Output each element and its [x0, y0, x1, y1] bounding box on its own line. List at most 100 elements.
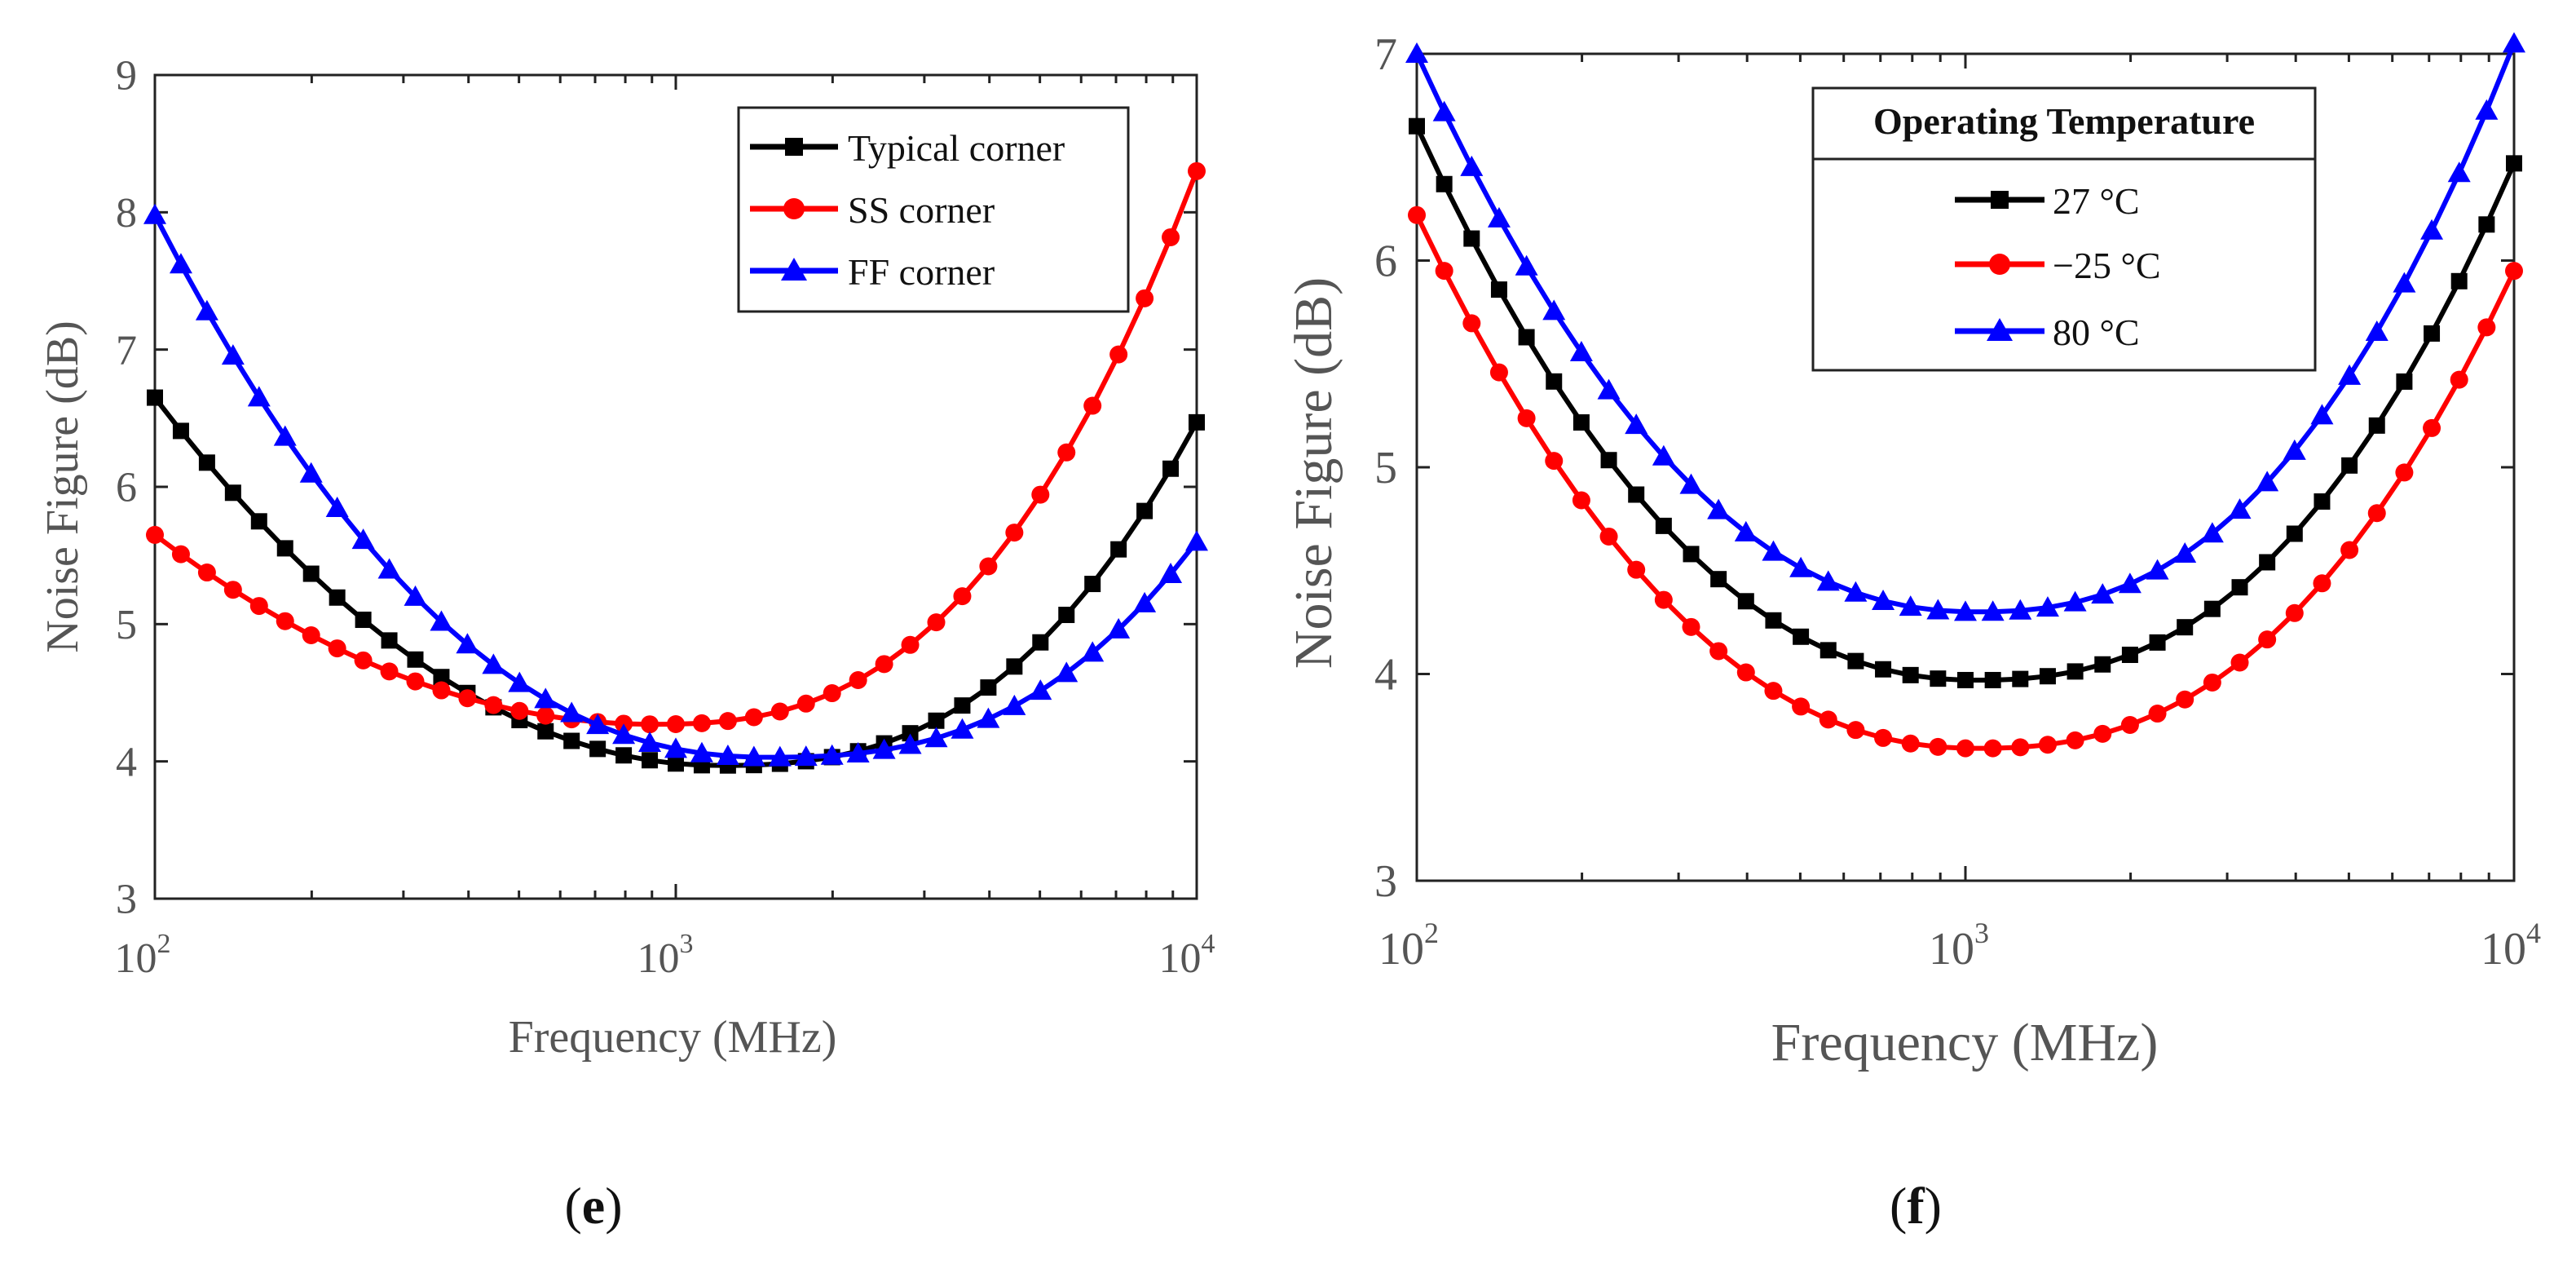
data-point	[2310, 404, 2334, 425]
data-point	[718, 712, 737, 731]
data-point	[169, 253, 192, 274]
data-point	[2338, 364, 2362, 385]
data-point	[534, 687, 558, 709]
data-point	[768, 745, 792, 767]
data-point	[1600, 452, 1617, 469]
x-tick-label: 102	[115, 929, 171, 982]
data-point	[690, 741, 713, 762]
data-point	[2149, 634, 2166, 651]
data-point	[2203, 673, 2221, 692]
y-tick-label: 4	[116, 739, 137, 785]
data-point	[927, 613, 946, 632]
data-point	[742, 745, 765, 767]
data-point	[2203, 600, 2221, 617]
legend-marker-triangle	[781, 258, 807, 281]
data-point	[2228, 498, 2252, 519]
axis-ticks	[153, 73, 1198, 900]
data-point	[1902, 666, 1919, 683]
data-point	[1081, 641, 1105, 662]
data-point	[2256, 471, 2279, 492]
y-tick-labels: 3 4 5 6 7	[1374, 29, 1397, 907]
data-point	[1926, 599, 1950, 620]
data-point	[638, 731, 662, 752]
y-tick-label: 3	[1374, 856, 1397, 907]
legend-marker-square	[785, 138, 803, 156]
series-25-c	[1408, 206, 2523, 758]
data-point	[2121, 646, 2138, 663]
data-point	[716, 745, 739, 766]
data-point	[249, 597, 268, 616]
data-point	[794, 745, 818, 767]
data-point	[302, 626, 320, 645]
data-point	[1110, 541, 1127, 558]
data-point	[1793, 628, 1810, 645]
y-tick-label: 5	[116, 602, 137, 648]
data-point	[2176, 690, 2194, 709]
data-point	[1816, 570, 1840, 591]
data-point	[1029, 679, 1052, 701]
legend-marker-circle	[783, 198, 805, 219]
legend: Typical corner SS corner FF corner	[737, 106, 1130, 313]
y-axis-label: Noise Figure (dB)	[1284, 277, 1343, 669]
data-point	[1185, 530, 1208, 551]
panel-label-e: (e)	[564, 1177, 622, 1235]
data-point	[563, 732, 580, 749]
data-point	[381, 632, 398, 649]
data-point	[1597, 378, 1621, 400]
data-point	[667, 715, 685, 734]
data-point	[1599, 527, 1618, 546]
legend-label: 80 °C	[2053, 312, 2140, 353]
data-point	[536, 706, 555, 725]
data-point	[1005, 524, 1024, 542]
data-point	[1625, 413, 1648, 435]
y-tick-label: 7	[116, 327, 137, 373]
data-point	[247, 386, 271, 407]
x-tick-label: 104	[2481, 917, 2541, 975]
data-point	[2094, 656, 2111, 673]
data-point	[875, 655, 893, 674]
data-point	[2009, 599, 2032, 620]
data-point	[325, 496, 349, 517]
data-point	[1159, 563, 1183, 584]
data-point	[2341, 457, 2358, 474]
data-point	[823, 684, 841, 703]
data-point	[1652, 444, 1675, 466]
x-tick-label: 102	[1378, 917, 1439, 975]
data-point	[146, 525, 164, 544]
data-point	[377, 558, 401, 579]
data-point	[2423, 418, 2441, 437]
data-point	[1405, 42, 1428, 63]
x-axis-label: Frequency (MHz)	[509, 1012, 837, 1063]
data-point	[1572, 491, 1590, 510]
data-point	[1954, 600, 1977, 621]
data-point	[2120, 716, 2139, 735]
data-point	[2503, 32, 2525, 53]
chart-panel-e: 3 4 5 6 7 8 9 102 103 104 Frequency (MHz) Nois…	[37, 53, 1215, 1235]
data-point	[770, 702, 789, 721]
y-tick-label: 7	[1374, 29, 1397, 80]
data-point	[2314, 493, 2331, 510]
legend-label: Typical corner	[848, 127, 1065, 169]
data-point	[2477, 318, 2496, 337]
data-point	[642, 752, 659, 769]
data-point	[1654, 590, 1673, 609]
data-point	[1515, 254, 1538, 276]
data-point	[1679, 473, 1703, 494]
data-point	[1107, 617, 1131, 639]
legend-marker-triangle	[1987, 318, 2013, 341]
legend-label: −25 °C	[2053, 245, 2161, 286]
data-point	[820, 744, 844, 765]
data-point	[1545, 452, 1564, 471]
data-point	[641, 715, 659, 734]
legend-entry-ff-corner: FF corner	[750, 251, 995, 293]
data-point	[2420, 219, 2444, 240]
data-point	[902, 725, 919, 742]
data-point	[954, 697, 971, 714]
data-point	[1899, 595, 1922, 617]
x-tick-label: 103	[637, 929, 694, 982]
y-tick-label: 5	[1374, 443, 1397, 493]
data-point	[1517, 409, 1536, 427]
data-point	[2148, 705, 2167, 723]
legend-label: SS corner	[848, 189, 995, 231]
data-point	[1032, 634, 1049, 651]
